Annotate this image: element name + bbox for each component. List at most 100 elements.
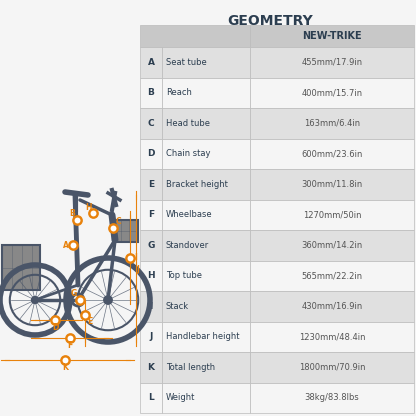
Text: Total length: Total length (166, 363, 215, 372)
Text: H: H (85, 203, 91, 211)
Text: I: I (149, 302, 153, 311)
Text: K: K (148, 363, 154, 372)
Text: 1230mm/48.4in: 1230mm/48.4in (299, 332, 365, 341)
Bar (250, 77, 414, 108)
Bar (250, 139, 414, 169)
Bar (140, 352, 162, 382)
Text: C: C (148, 119, 154, 128)
Text: 300mm/11.8in: 300mm/11.8in (301, 180, 363, 189)
Text: Seat tube: Seat tube (166, 58, 207, 67)
Text: B: B (148, 88, 154, 97)
Bar (162, 291, 250, 322)
Bar (162, 322, 250, 352)
Text: Chain stay: Chain stay (166, 149, 210, 158)
Point (110, 225, 116, 231)
Point (52, 317, 58, 323)
Text: G: G (71, 289, 77, 297)
Text: Reach: Reach (166, 88, 192, 97)
Bar (250, 322, 414, 352)
Point (110, 225, 116, 231)
Text: C: C (115, 218, 121, 226)
Text: Bracket height: Bracket height (166, 180, 228, 189)
Bar (250, 291, 414, 322)
Point (77, 297, 83, 303)
Bar (162, 77, 250, 108)
Bar (113, 220, 138, 242)
Text: Wheelbase: Wheelbase (166, 210, 213, 219)
Point (82, 312, 88, 318)
Text: Stack: Stack (166, 302, 189, 311)
Bar (162, 260, 250, 291)
Bar (162, 230, 250, 260)
Circle shape (104, 296, 112, 304)
Text: G: G (147, 241, 155, 250)
Bar (162, 200, 250, 230)
Point (69, 242, 76, 248)
Text: F: F (67, 341, 73, 349)
Bar (140, 322, 162, 352)
Point (67, 334, 73, 341)
Point (90, 210, 97, 216)
Circle shape (32, 297, 39, 304)
Text: Top tube: Top tube (166, 271, 202, 280)
Point (69, 242, 76, 248)
Text: A: A (63, 240, 69, 250)
Text: 163mm/6.4in: 163mm/6.4in (304, 119, 360, 128)
Text: 38kg/83.8lbs: 38kg/83.8lbs (305, 393, 359, 402)
Point (52, 317, 58, 323)
Bar (162, 47, 250, 77)
Bar (250, 47, 414, 77)
Text: L: L (148, 393, 154, 402)
Text: 400mm/15.7in: 400mm/15.7in (302, 88, 363, 97)
Bar (2, 245, 40, 290)
Text: 360mm/14.2in: 360mm/14.2in (301, 241, 363, 250)
Bar (250, 108, 414, 139)
Bar (162, 352, 250, 382)
Bar (140, 382, 162, 413)
Text: D: D (52, 322, 58, 332)
Bar (250, 382, 414, 413)
Text: 600mm/23.6in: 600mm/23.6in (301, 149, 363, 158)
Bar (250, 352, 414, 382)
Text: D: D (147, 149, 155, 158)
Point (74, 217, 80, 223)
Bar (250, 25, 414, 47)
Bar (162, 382, 250, 413)
Point (77, 297, 83, 303)
Bar (250, 260, 414, 291)
Bar (250, 230, 414, 260)
Text: A: A (148, 58, 154, 67)
Bar (162, 108, 250, 139)
Text: F: F (148, 210, 154, 219)
Bar (140, 291, 162, 322)
Bar (140, 260, 162, 291)
Bar (140, 25, 250, 47)
Text: Head tube: Head tube (166, 119, 210, 128)
Bar (140, 230, 162, 260)
Bar (250, 169, 414, 200)
Text: 1800mm/70.9in: 1800mm/70.9in (299, 363, 365, 372)
Text: GEOMETRY: GEOMETRY (227, 14, 313, 28)
Point (126, 255, 133, 261)
Text: I: I (134, 253, 137, 262)
Bar (140, 77, 162, 108)
Text: K: K (62, 364, 68, 372)
Point (62, 357, 68, 363)
Text: 430mm/16.9in: 430mm/16.9in (301, 302, 363, 311)
Text: Weight: Weight (166, 393, 196, 402)
Text: J: J (149, 332, 153, 341)
Bar (140, 139, 162, 169)
Text: H: H (147, 271, 155, 280)
Text: NEW-TRIKE: NEW-TRIKE (302, 31, 362, 41)
Bar (162, 139, 250, 169)
Bar (140, 200, 162, 230)
Text: 1270mm/50in: 1270mm/50in (303, 210, 361, 219)
Bar (250, 200, 414, 230)
Point (90, 210, 97, 216)
Text: 455mm/17.9in: 455mm/17.9in (302, 58, 363, 67)
Text: J: J (136, 265, 139, 275)
Text: B: B (69, 210, 75, 218)
Text: E: E (87, 317, 93, 327)
Text: 565mm/22.2in: 565mm/22.2in (302, 271, 363, 280)
Point (126, 255, 133, 261)
